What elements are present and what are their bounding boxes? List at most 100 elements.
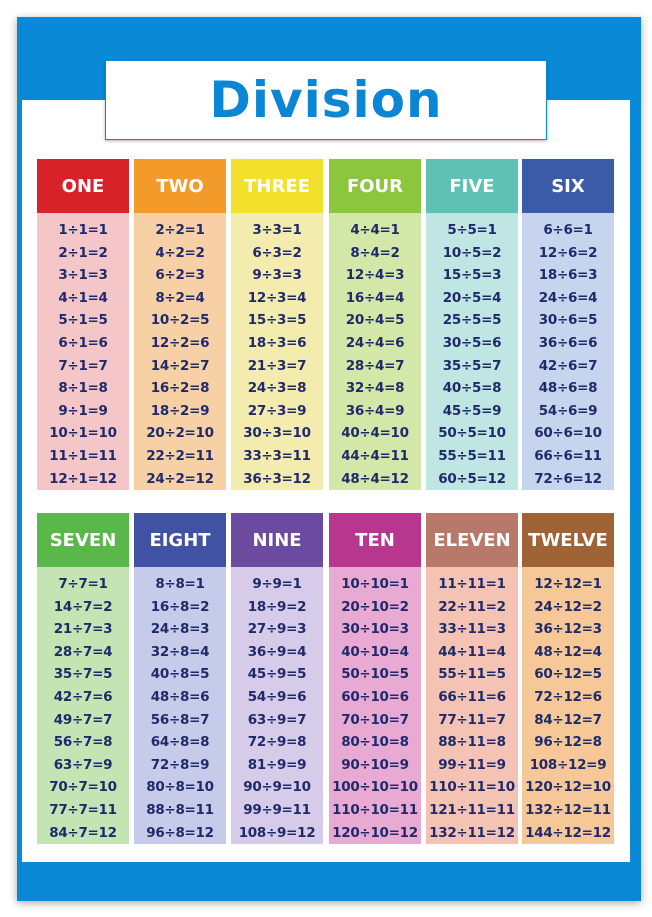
division-fact: 9÷1=9 [58, 402, 108, 419]
division-fact: 108÷12=9 [529, 756, 607, 773]
division-fact: 12÷1=12 [49, 470, 117, 487]
division-fact: 4÷2=2 [155, 244, 205, 261]
division-fact: 77÷11=7 [438, 711, 506, 728]
table-column-four: FOUR 4÷4=1 8÷4=2 12÷4=3 16÷4=4 20÷4=5 24÷4=6 28… [329, 159, 421, 490]
division-fact: 72÷12=6 [534, 688, 602, 705]
division-fact: 110÷11=10 [429, 779, 515, 796]
division-fact: 14÷7=2 [53, 598, 113, 615]
division-fact: 16÷2=8 [150, 380, 210, 397]
column-body: 6÷6=1 12÷6=2 18÷6=3 24÷6=4 30÷6=5 36÷6=6 42÷6=… [522, 213, 614, 490]
division-fact: 18÷2=9 [150, 402, 210, 419]
division-fact: 30÷5=6 [442, 334, 502, 351]
division-fact: 72÷8=9 [150, 756, 210, 773]
division-fact: 110÷10=11 [332, 801, 418, 818]
division-fact: 10÷5=2 [442, 244, 502, 261]
column-body: 9÷9=1 18÷9=2 27÷9=3 36÷9=4 45÷9=5 54÷9=6 63÷9=… [231, 567, 323, 844]
table-column-seven: SEVEN 7÷7=1 14÷7=2 21÷7=3 28÷7=4 35÷7=5 42÷7=6… [37, 513, 129, 844]
column-header: TWELVE [522, 513, 614, 567]
division-fact: 30÷6=5 [538, 312, 598, 329]
division-fact: 44÷11=4 [438, 643, 506, 660]
division-fact: 36÷9=4 [247, 643, 307, 660]
division-fact: 70÷10=7 [341, 711, 409, 728]
division-fact: 5÷5=1 [447, 222, 497, 238]
column-header: ONE [37, 159, 129, 213]
division-fact: 50÷10=5 [341, 666, 409, 683]
division-fact: 16÷8=2 [150, 598, 210, 615]
column-body: 3÷3=1 6÷3=2 9÷3=3 12÷3=4 15÷3=5 18÷3=6 21÷3=7 2… [231, 213, 323, 490]
division-fact: 5÷1=5 [58, 312, 108, 329]
division-fact: 80÷10=8 [341, 734, 409, 751]
division-fact: 22÷11=2 [438, 598, 506, 615]
division-fact: 10÷1=10 [49, 425, 117, 442]
division-fact: 14÷2=7 [150, 357, 210, 374]
division-fact: 99÷11=9 [438, 756, 506, 773]
division-fact: 60÷10=6 [341, 688, 409, 705]
division-fact: 6÷6=1 [543, 222, 593, 238]
division-fact: 18÷3=6 [247, 334, 307, 351]
division-fact: 12÷12=1 [534, 576, 602, 592]
division-fact: 3÷1=3 [58, 267, 108, 284]
division-fact: 24÷12=2 [534, 598, 602, 615]
division-fact: 36÷4=9 [345, 402, 405, 419]
division-fact: 77÷7=11 [49, 801, 117, 818]
division-fact: 44÷4=11 [341, 447, 409, 464]
division-fact: 24÷6=4 [538, 289, 598, 306]
column-header: SIX [522, 159, 614, 213]
division-fact: 49÷7=7 [53, 711, 113, 728]
division-fact: 63÷9=7 [247, 711, 307, 728]
column-header: ELEVEN [426, 513, 518, 567]
division-fact: 60÷12=5 [534, 666, 602, 683]
column-body: 11÷11=1 22÷11=2 33÷11=3 44÷11=4 55÷11=5 66÷11… [426, 567, 518, 844]
division-fact: 6÷3=2 [252, 244, 302, 261]
division-fact: 90÷10=9 [341, 756, 409, 773]
division-fact: 3÷3=1 [252, 222, 302, 238]
division-fact: 20÷2=10 [146, 425, 214, 442]
division-fact: 48÷6=8 [538, 380, 598, 397]
column-header: FIVE [426, 159, 518, 213]
division-fact: 100÷10=10 [332, 779, 418, 796]
division-fact: 45÷9=5 [247, 666, 307, 683]
division-fact: 60÷6=10 [534, 425, 602, 442]
table-column-one: ONE 1÷1=1 2÷1=2 3÷1=3 4÷1=4 5÷1=5 6÷1=6 7÷1=7 8÷… [37, 159, 129, 490]
division-fact: 6÷1=6 [58, 334, 108, 351]
division-fact: 4÷1=4 [58, 289, 108, 306]
division-fact: 55÷11=5 [438, 666, 506, 683]
division-fact: 21÷3=7 [247, 357, 307, 374]
division-fact: 120÷12=10 [525, 779, 611, 796]
division-fact: 56÷8=7 [150, 711, 210, 728]
division-fact: 48÷12=4 [534, 643, 602, 660]
division-fact: 11÷11=1 [438, 576, 506, 592]
division-fact: 144÷12=12 [525, 824, 611, 841]
division-fact: 24÷3=8 [247, 380, 307, 397]
column-header: SEVEN [37, 513, 129, 567]
division-fact: 9÷3=3 [252, 267, 302, 284]
division-fact: 66÷6=11 [534, 447, 602, 464]
division-fact: 132÷12=11 [525, 801, 611, 818]
division-fact: 88÷11=8 [438, 734, 506, 751]
division-fact: 56÷7=8 [53, 734, 113, 751]
division-fact: 80÷8=10 [146, 779, 214, 796]
division-fact: 90÷9=10 [243, 779, 311, 796]
column-body: 4÷4=1 8÷4=2 12÷4=3 16÷4=4 20÷4=5 24÷4=6 28÷4=7… [329, 213, 421, 490]
division-fact: 36÷6=6 [538, 334, 598, 351]
division-fact: 72÷6=12 [534, 470, 602, 487]
division-fact: 33÷11=3 [438, 621, 506, 638]
division-fact: 64÷8=8 [150, 734, 210, 751]
division-fact: 2÷2=1 [155, 222, 205, 238]
division-fact: 8÷1=8 [58, 380, 108, 397]
division-fact: 121÷11=11 [429, 801, 515, 818]
division-fact: 8÷2=4 [155, 289, 205, 306]
column-header: TWO [134, 159, 226, 213]
division-fact: 25÷5=5 [442, 312, 502, 329]
division-fact: 84÷12=7 [534, 711, 602, 728]
division-fact: 16÷4=4 [345, 289, 405, 306]
division-fact: 30÷10=3 [341, 621, 409, 638]
column-body: 7÷7=1 14÷7=2 21÷7=3 28÷7=4 35÷7=5 42÷7=6 49÷7=… [37, 567, 129, 844]
division-fact: 20÷10=2 [341, 598, 409, 615]
table-column-ten: TEN 10÷10=1 20÷10=2 30÷10=3 40÷10=4 50÷10=5 60… [329, 513, 421, 844]
division-fact: 22÷2=11 [146, 447, 214, 464]
division-fact: 18÷9=2 [247, 598, 307, 615]
column-header: EIGHT [134, 513, 226, 567]
division-fact: 28÷4=7 [345, 357, 405, 374]
column-body: 12÷12=1 24÷12=2 36÷12=3 48÷12=4 60÷12=5 72÷12… [522, 567, 614, 844]
